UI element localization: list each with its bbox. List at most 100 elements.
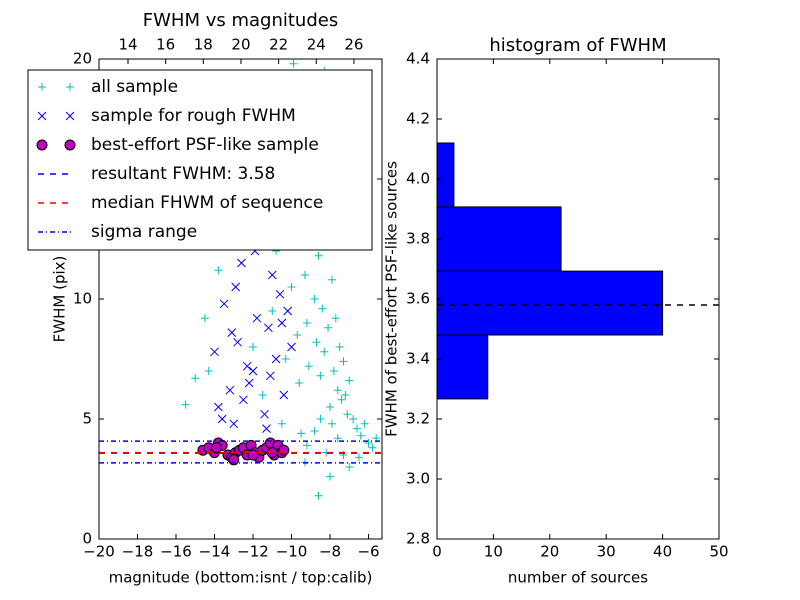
point [302, 319, 311, 327]
bar [436, 142, 455, 208]
point [265, 371, 275, 381]
point [267, 270, 277, 280]
point [277, 419, 286, 428]
legend-label: resultant FWHM: 3.58 [91, 164, 275, 184]
point [229, 419, 239, 429]
point [210, 347, 219, 357]
y-tick-label: 2.8 [406, 530, 430, 548]
x2-tick-label: 22 [269, 36, 288, 54]
point [312, 338, 321, 347]
point [310, 427, 319, 435]
bar [436, 206, 562, 272]
y-tick-label: 3.8 [406, 230, 430, 248]
point [248, 366, 258, 376]
point [293, 331, 302, 339]
point [331, 314, 340, 323]
point [304, 362, 313, 371]
point [345, 463, 354, 471]
y-tick-label: 3.6 [406, 290, 430, 308]
legend-marker [66, 83, 74, 91]
point [341, 391, 350, 399]
point [316, 371, 325, 380]
point [320, 347, 329, 356]
point [264, 323, 273, 333]
point [326, 403, 335, 411]
legend-label: median FHWM of sequence [91, 193, 323, 213]
x-tick-label: 50 [709, 543, 728, 561]
point [242, 361, 252, 371]
point [297, 429, 306, 438]
y-tick-label: 3.2 [406, 410, 430, 428]
point [181, 400, 190, 409]
x-tick-label: −10 [276, 543, 308, 561]
y-axis-label: FWHM (pix) [51, 256, 69, 343]
point [204, 367, 213, 375]
y-axis-label: FWHM of best-effort PSF-like sources [383, 161, 401, 437]
legend-marker [36, 139, 48, 151]
chart-title: FWHM vs magnitudes [143, 10, 338, 31]
point [233, 337, 242, 347]
point [310, 295, 319, 303]
y-tick-label: 10 [73, 290, 92, 308]
x2-tick-label: 20 [231, 36, 250, 54]
point [318, 304, 327, 313]
point [300, 271, 309, 279]
x2-tick-label: 24 [307, 36, 326, 54]
point [227, 328, 237, 337]
point [327, 275, 336, 284]
x-tick-label: −6 [357, 543, 379, 561]
point [335, 343, 344, 351]
point [326, 472, 335, 481]
legend-box [27, 69, 373, 251]
point [239, 395, 248, 405]
point [314, 251, 323, 260]
chart-title: histogram of FWHM [489, 35, 666, 56]
point [343, 410, 352, 419]
x-axis-label: number of sources [508, 569, 648, 587]
y-tick-label: 4.4 [406, 50, 430, 68]
point [252, 313, 262, 323]
legend-marker [64, 139, 76, 151]
point [260, 409, 269, 419]
bar [436, 334, 489, 400]
point [200, 314, 209, 323]
point [333, 434, 342, 443]
legend-marker [65, 111, 75, 121]
y-tick-label: 20 [73, 50, 92, 68]
y-tick-label: 3.4 [406, 350, 430, 368]
x-tick-label: −18 [122, 543, 154, 561]
x-tick-label: 10 [484, 543, 503, 561]
x-tick-label: −8 [319, 543, 341, 561]
point [268, 307, 277, 315]
x-tick-label: −14 [199, 543, 231, 561]
point [349, 415, 358, 423]
point [217, 414, 227, 424]
point [244, 378, 254, 388]
y-tick-label: 4.0 [406, 170, 430, 188]
x2-tick-label: 16 [156, 36, 175, 54]
point [287, 342, 296, 352]
x-tick-label: 20 [540, 543, 559, 561]
x2-tick-label: 14 [118, 36, 137, 54]
point [258, 391, 267, 399]
bar [436, 270, 664, 336]
point [295, 379, 304, 387]
y-tick-label: 4.2 [406, 110, 430, 128]
point [237, 258, 246, 268]
point [287, 283, 296, 291]
y-tick-label: 0 [82, 530, 92, 548]
point [360, 419, 369, 428]
point [191, 374, 200, 383]
point [329, 367, 338, 375]
point [289, 59, 298, 68]
x-tick-label: −16 [160, 543, 192, 561]
x-tick-label: 0 [432, 543, 442, 561]
x-tick-label: −20 [83, 543, 115, 561]
point [214, 402, 223, 412]
x-axis-label: magnitude (bottom:isnt / top:calib) [109, 569, 373, 587]
point [219, 299, 229, 309]
point [352, 424, 361, 433]
point [225, 385, 235, 395]
legend-marker [37, 111, 47, 121]
